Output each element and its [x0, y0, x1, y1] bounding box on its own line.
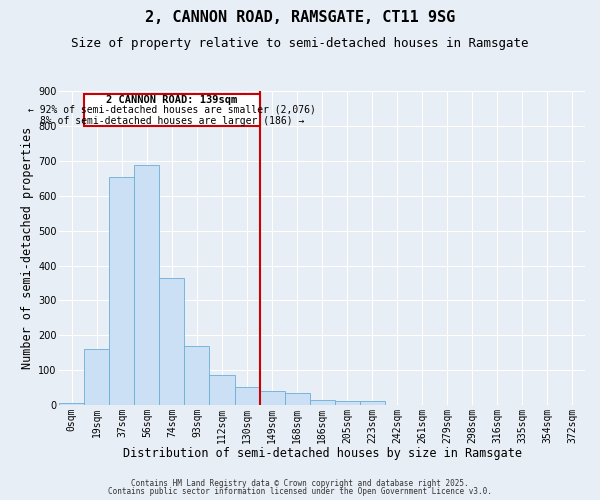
Bar: [184, 346, 209, 405]
Text: 8% of semi-detached houses are larger (186) →: 8% of semi-detached houses are larger (1…: [40, 116, 304, 126]
Text: ← 92% of semi-detached houses are smaller (2,076): ← 92% of semi-detached houses are smalle…: [28, 104, 316, 115]
Bar: [109, 177, 134, 405]
Y-axis label: Number of semi-detached properties: Number of semi-detached properties: [21, 127, 34, 370]
Bar: [335, 400, 359, 405]
Text: 2, CANNON ROAD, RAMSGATE, CT11 9SG: 2, CANNON ROAD, RAMSGATE, CT11 9SG: [145, 10, 455, 25]
Bar: [59, 403, 85, 405]
Bar: [134, 164, 160, 405]
Bar: [160, 278, 184, 405]
Bar: [85, 349, 109, 405]
Bar: [260, 391, 284, 405]
FancyBboxPatch shape: [85, 94, 260, 126]
Text: Contains public sector information licensed under the Open Government Licence v3: Contains public sector information licen…: [108, 487, 492, 496]
Bar: [209, 375, 235, 405]
Text: Size of property relative to semi-detached houses in Ramsgate: Size of property relative to semi-detach…: [71, 38, 529, 51]
Bar: [359, 402, 385, 405]
X-axis label: Distribution of semi-detached houses by size in Ramsgate: Distribution of semi-detached houses by …: [122, 447, 521, 460]
Bar: [284, 392, 310, 405]
Text: Contains HM Land Registry data © Crown copyright and database right 2025.: Contains HM Land Registry data © Crown c…: [131, 478, 469, 488]
Text: 2 CANNON ROAD: 139sqm: 2 CANNON ROAD: 139sqm: [106, 95, 238, 105]
Bar: [310, 400, 335, 405]
Bar: [235, 388, 260, 405]
